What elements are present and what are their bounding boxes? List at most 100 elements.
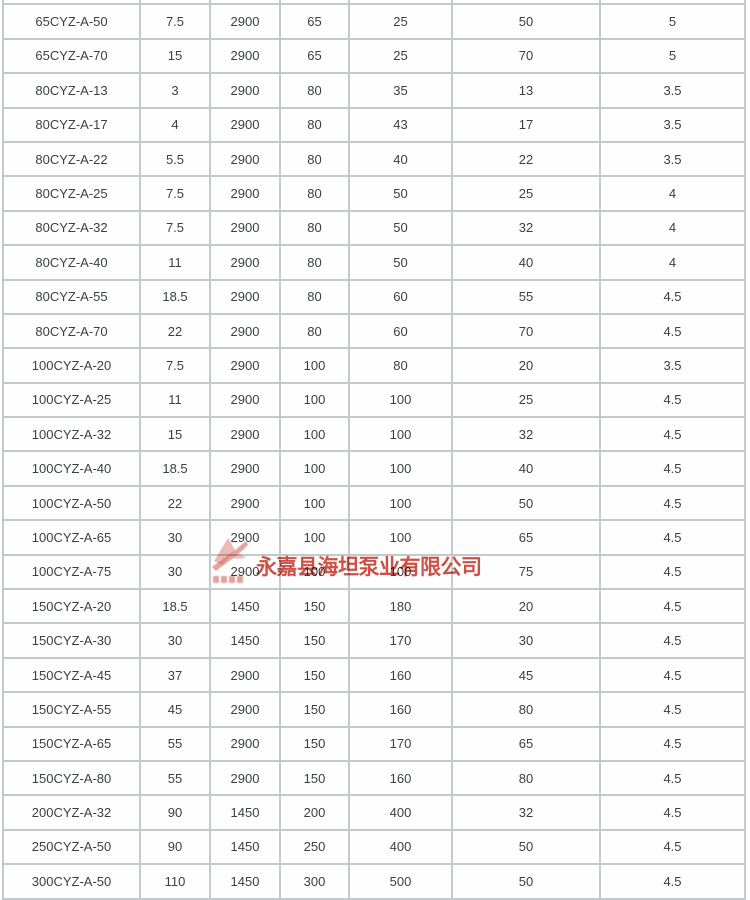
table-cell: 55 [141,727,209,760]
table-cell: 2900 [211,693,279,726]
table-cell: 80 [281,74,348,107]
table-cell: 15 [141,418,209,451]
model-cell: 65CYZ-A-50 [4,5,139,38]
table-cell: 18.5 [141,280,209,313]
table-cell: 32 [453,418,599,451]
table-cell: 70 [453,314,599,348]
model-cell: 80CYZ-A-17 [4,108,139,141]
table-cell: 3.5 [601,108,744,141]
clipped-row-cell [453,0,599,4]
table-cell: 150 [281,761,348,795]
table-cell: 4.5 [601,693,744,726]
model-cell: 150CYZ-A-65 [4,727,139,760]
table-cell: 32 [453,796,599,829]
table-cell: 5 [601,39,744,73]
table-cell: 80 [453,693,599,726]
table-cell: 55 [141,761,209,795]
table-cell: 60 [350,314,451,348]
table-cell: 2900 [211,211,279,245]
model-cell: 300CYZ-A-50 [4,865,139,898]
model-cell: 100CYZ-A-40 [4,452,139,485]
table-cell: 18.5 [141,590,209,623]
table-cell: 4 [601,177,744,210]
model-cell: 150CYZ-A-45 [4,658,139,692]
model-cell: 100CYZ-A-32 [4,418,139,451]
table-cell: 4.5 [601,830,744,864]
table-cell: 20 [453,349,599,382]
table-cell: 3.5 [601,349,744,382]
table-cell: 4 [141,108,209,141]
table-cell: 2900 [211,761,279,795]
table-cell: 1450 [211,830,279,864]
model-cell: 80CYZ-A-40 [4,246,139,279]
table-cell: 150 [281,658,348,692]
table-cell: 400 [350,796,451,829]
table-cell: 150 [281,590,348,623]
table-cell: 30 [141,521,209,554]
table-cell: 4.5 [601,418,744,451]
table-cell: 4.5 [601,452,744,485]
table-cell: 80 [281,314,348,348]
table-cell: 50 [350,177,451,210]
table-cell: 180 [350,590,451,623]
table-cell: 100 [281,555,348,589]
table-cell: 40 [350,142,451,176]
table-cell: 400 [350,830,451,864]
table-cell: 2900 [211,383,279,417]
table-cell: 37 [141,658,209,692]
table-cell: 2900 [211,5,279,38]
table-cell: 7.5 [141,5,209,38]
table-cell: 4.5 [601,796,744,829]
table-cell: 3 [141,74,209,107]
table-cell: 80 [281,246,348,279]
table-cell: 2900 [211,39,279,73]
clipped-row-cell [601,0,744,4]
table-cell: 4 [601,211,744,245]
table-cell: 50 [350,246,451,279]
model-cell: 150CYZ-A-55 [4,693,139,726]
table-cell: 25 [453,383,599,417]
table-cell: 4.5 [601,486,744,520]
model-cell: 80CYZ-A-32 [4,211,139,245]
table-cell: 2900 [211,555,279,589]
clipped-row-cell [211,0,279,4]
table-cell: 2900 [211,486,279,520]
table-cell: 7.5 [141,177,209,210]
table-cell: 1450 [211,796,279,829]
model-cell: 65CYZ-A-70 [4,39,139,73]
table-cell: 100 [281,418,348,451]
clipped-row-cell [281,0,348,4]
model-cell: 150CYZ-A-20 [4,590,139,623]
table-cell: 2900 [211,418,279,451]
table-cell: 43 [350,108,451,141]
table-cell: 80 [453,761,599,795]
table-cell: 75 [453,555,599,589]
table-cell: 300 [281,865,348,898]
table-cell: 11 [141,383,209,417]
table-cell: 35 [350,74,451,107]
table-cell: 15 [141,39,209,73]
table-cell: 100 [350,418,451,451]
table-cell: 18.5 [141,452,209,485]
table-cell: 150 [281,727,348,760]
table-cell: 100 [350,452,451,485]
table-cell: 2900 [211,658,279,692]
table-cell: 80 [281,211,348,245]
table-cell: 500 [350,865,451,898]
table-cell: 25 [350,5,451,38]
table-cell: 25 [453,177,599,210]
table-cell: 4.5 [601,521,744,554]
table-cell: 100 [281,452,348,485]
table-cell: 50 [453,865,599,898]
model-cell: 100CYZ-A-50 [4,486,139,520]
table-cell: 50 [453,830,599,864]
table-cell: 20 [453,590,599,623]
table-cell: 70 [453,39,599,73]
model-cell: 100CYZ-A-25 [4,383,139,417]
table-cell: 100 [281,383,348,417]
model-cell: 80CYZ-A-13 [4,74,139,107]
table-cell: 7.5 [141,211,209,245]
table-cell: 4.5 [601,658,744,692]
model-cell: 150CYZ-A-80 [4,761,139,795]
